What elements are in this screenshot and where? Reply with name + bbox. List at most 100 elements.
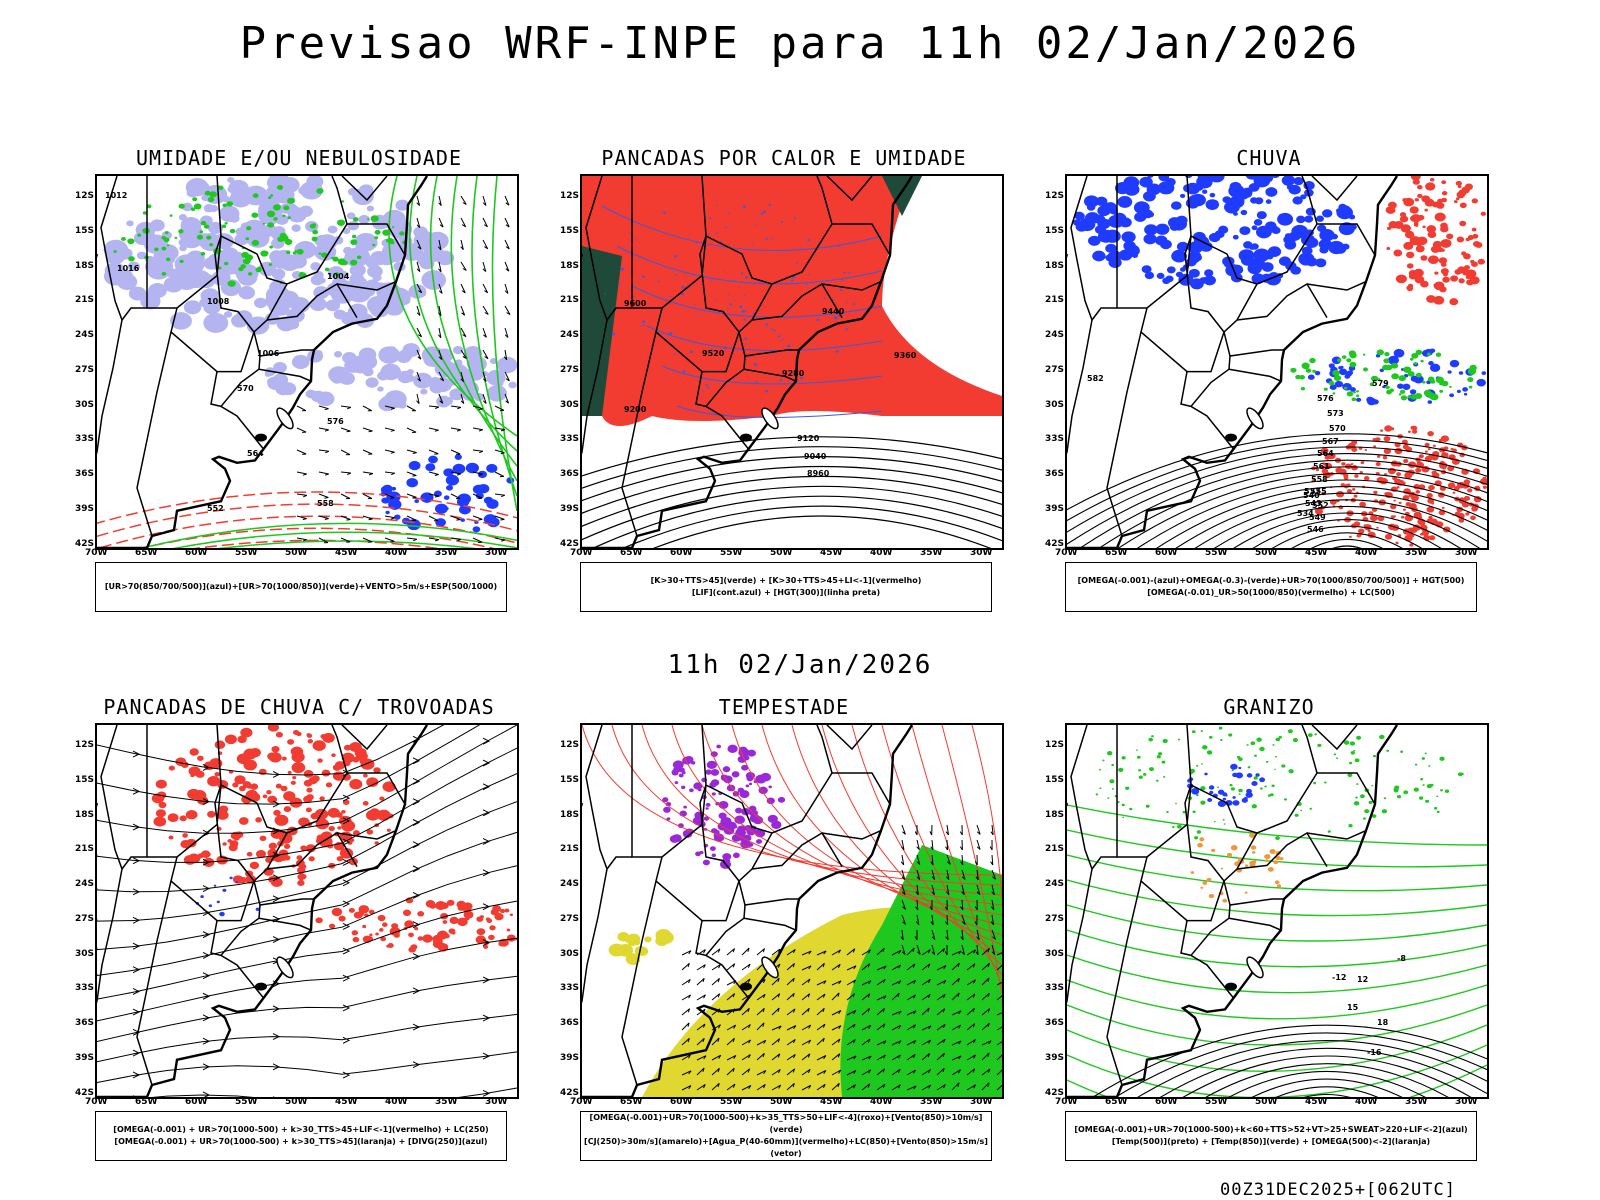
latitude-tick: 27S [559, 364, 579, 375]
legend-line-1: [UR>70(850/700/500)](azul)+[UR>70(1000/8… [104, 582, 498, 591]
wind-vector [960, 899, 964, 911]
wind-vector [482, 371, 487, 382]
wind-vector [428, 449, 439, 455]
wind-vector [756, 1070, 767, 1076]
streamline-arrow [202, 951, 211, 959]
contour-label: 558 [1311, 475, 1328, 484]
longitude-tick: 60W [185, 1097, 208, 1107]
border-line [210, 371, 222, 408]
legend-line-1: [OMEGA(-0.001) + UR>70(1000-500) + k>30_… [113, 1125, 489, 1134]
wind-vector [891, 1024, 902, 1031]
longitude-tick: 30W [970, 548, 993, 558]
border-line [1140, 307, 1225, 373]
precipitable-water-contour [731, 725, 1002, 926]
wind-vector [989, 839, 993, 851]
longitude-tick: 70W [570, 548, 593, 558]
coastline [97, 725, 429, 1097]
wind-vector [944, 899, 948, 911]
wind-vector [960, 929, 964, 941]
wind-vector [726, 1037, 735, 1046]
streamline-arrow [482, 903, 491, 911]
precipitable-water-contour [641, 725, 1002, 896]
longitude-tick: 40W [870, 548, 893, 558]
wind-vector [494, 449, 505, 455]
wind-vector [482, 305, 489, 315]
coastline [582, 725, 914, 1097]
height-contour [622, 505, 1002, 548]
wind-vector [741, 1085, 752, 1091]
wind-vector [438, 327, 442, 339]
wind-vector [504, 261, 510, 272]
wind-vector [914, 930, 918, 941]
border-line [266, 831, 358, 870]
latitude-tick: 24S [74, 879, 94, 890]
wind-vector [966, 1054, 977, 1061]
border-line [826, 176, 873, 202]
longitude-tick: 50W [770, 548, 793, 558]
height-contour [1067, 433, 1487, 511]
wind-vector [900, 854, 905, 866]
wind-vector [362, 471, 374, 476]
wind-vector [460, 327, 467, 338]
longitude-tick: 35W [920, 1097, 943, 1107]
wind-vector [318, 449, 330, 454]
wind-vector [450, 405, 462, 410]
latitude-tick: 36S [74, 469, 94, 480]
wind-vector [951, 1040, 962, 1046]
height-contour [1079, 459, 1487, 548]
wind-vector [741, 1024, 751, 1031]
wind-vector [891, 980, 902, 986]
height-contour [1137, 479, 1487, 548]
border-line [1223, 331, 1284, 357]
wind-vector [786, 1025, 797, 1031]
wind-vector [921, 1084, 932, 1091]
wind-vector [891, 1010, 902, 1016]
temp-850-contour [1067, 954, 1487, 994]
wind-vector [504, 305, 511, 316]
wind-vector [362, 515, 373, 521]
streamline-arrow [482, 1052, 491, 1060]
wind-vector [846, 1023, 856, 1031]
border-line [1223, 880, 1284, 906]
border-line [1189, 917, 1234, 998]
wind-vector [945, 929, 949, 941]
latitude-tick: 18S [559, 809, 579, 820]
wind-vector [951, 1055, 962, 1061]
temp-850-contour [1067, 804, 1487, 846]
latitude-tick: 33S [559, 983, 579, 994]
height-contour [1194, 499, 1487, 548]
wind-vector [696, 1055, 707, 1061]
map-trovoadas [95, 723, 519, 1099]
lagoon [740, 982, 752, 991]
wind-vector [981, 1008, 991, 1016]
wind-vector [801, 1024, 812, 1031]
coastline [97, 176, 429, 548]
border-line [136, 880, 172, 1086]
streamline-arrow [342, 923, 351, 930]
wind-vector [438, 283, 443, 294]
forecast-time-label: 11h 02/Jan/2026 [667, 650, 933, 680]
wind-vector [428, 493, 439, 498]
border-line [832, 223, 891, 256]
border-line [253, 331, 314, 357]
wind-vector [906, 1010, 917, 1016]
lifted-index-contour [676, 405, 883, 418]
latitude-tick: 36S [559, 469, 579, 480]
border-line [170, 856, 255, 922]
longitude-axis: 70W 65W 60W 55W 50W 45W 40W 35W 30W [85, 548, 515, 562]
wind-vector [831, 1038, 841, 1046]
precipitable-water-contour [911, 725, 1002, 986]
height-contour [582, 465, 1002, 514]
contour-label: 9600 [624, 299, 647, 308]
border-line [582, 725, 608, 1004]
temp-850-contour [1067, 1064, 1487, 1097]
border-line [1311, 176, 1358, 202]
longitude-tick: 60W [1155, 548, 1178, 558]
wind-vector [438, 305, 442, 317]
border-line [1091, 307, 1117, 321]
border-line [1067, 176, 1093, 455]
wind-vector [756, 1039, 767, 1046]
border-line [704, 917, 749, 998]
wind-vector [921, 963, 931, 971]
longitude-tick: 30W [1455, 1097, 1478, 1107]
